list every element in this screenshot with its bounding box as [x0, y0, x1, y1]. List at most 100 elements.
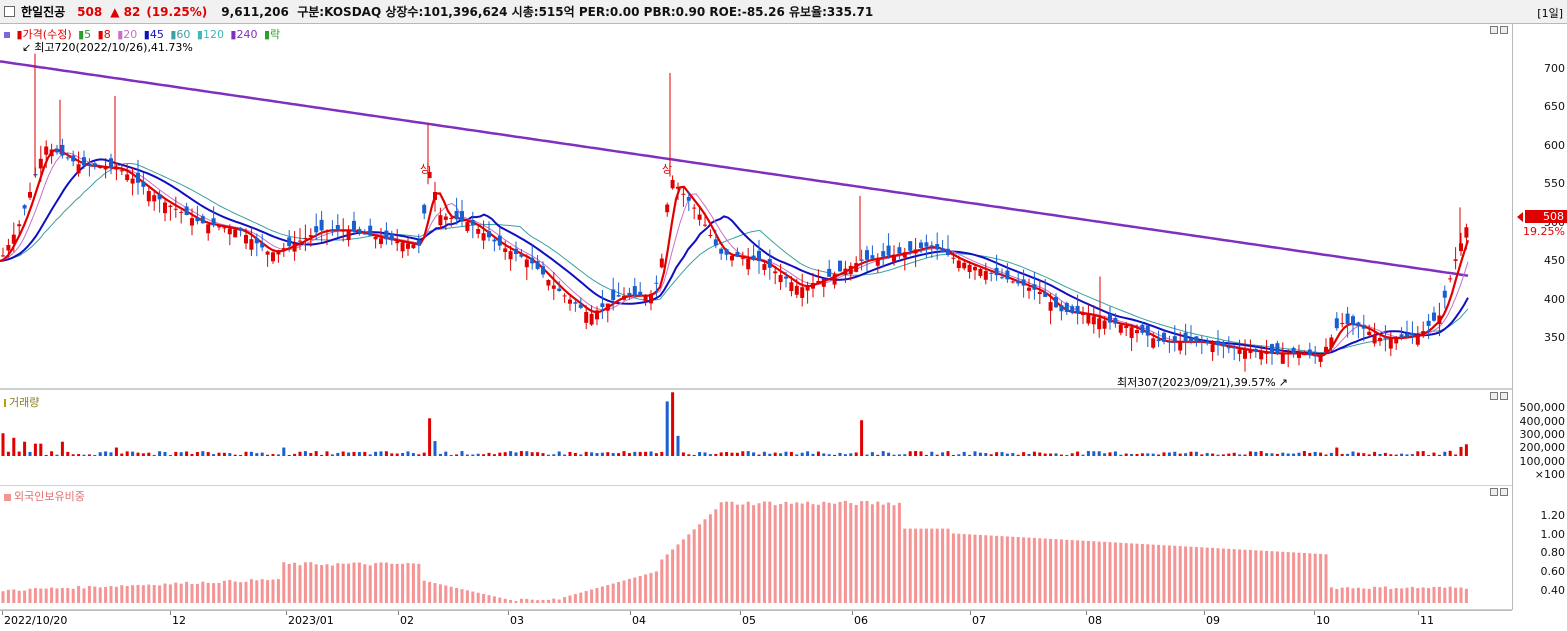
volume-bar — [811, 453, 815, 456]
foreign-bar — [1130, 543, 1134, 603]
foreign-ownership-panel[interactable]: 외국인보유비중 — [0, 486, 1512, 610]
minimize-icon[interactable] — [1490, 392, 1498, 400]
foreign-bar — [611, 583, 615, 603]
minimize-icon[interactable] — [1490, 488, 1498, 496]
legend-item[interactable]: ▮20 — [113, 28, 138, 41]
candle-body — [924, 242, 929, 247]
volume-bar — [438, 453, 442, 456]
legend-item[interactable]: ▮120 — [193, 28, 224, 41]
foreign-bar — [395, 563, 399, 603]
legend-item[interactable]: ▮8 — [94, 28, 111, 41]
foreign-bar — [600, 586, 604, 603]
volume-bar — [449, 454, 453, 456]
foreign-bar — [595, 588, 599, 603]
candle-body — [179, 211, 184, 213]
candle-body — [87, 163, 92, 166]
legend-item[interactable]: ▮60 — [166, 28, 191, 41]
volume-bar — [1103, 453, 1107, 456]
volume-bar — [509, 451, 513, 456]
candle-body — [978, 268, 983, 276]
volume-bar — [428, 418, 432, 456]
candle-body — [1259, 352, 1264, 360]
foreign-bar — [93, 586, 97, 603]
candle-body — [1145, 325, 1150, 336]
foreign-ownership-chart[interactable] — [0, 486, 1512, 610]
volume-bar — [600, 452, 604, 456]
date-tick-mark — [170, 611, 171, 615]
foreign-bar — [1200, 547, 1204, 603]
volume-bar — [195, 452, 199, 456]
foreign-bar — [590, 589, 594, 603]
foreign-bar — [924, 528, 928, 603]
candle-body — [983, 271, 988, 280]
candle-body — [271, 252, 275, 262]
volume-bar — [482, 454, 486, 456]
candle-body — [1356, 322, 1361, 327]
close-icon[interactable] — [1500, 392, 1508, 400]
foreign-bar — [698, 524, 702, 603]
candle-body — [190, 218, 194, 226]
volume-bar — [1000, 452, 1004, 456]
foreign-bar — [1038, 538, 1042, 603]
foreign-bar — [293, 562, 297, 603]
stock-name[interactable]: 한일진공 — [21, 5, 66, 19]
volume-bar — [368, 454, 372, 456]
volume-bar — [784, 451, 788, 456]
legend-item[interactable]: ▮240 — [226, 28, 258, 41]
candle-body — [778, 274, 783, 283]
close-icon[interactable] — [1500, 488, 1508, 496]
foreign-bar — [1270, 551, 1274, 603]
foreign-bar — [1410, 586, 1414, 603]
candle-body — [146, 191, 151, 202]
select-checkbox[interactable] — [4, 6, 15, 17]
candle-body — [379, 238, 383, 245]
candle-body — [1302, 354, 1307, 356]
period-selector[interactable]: [1일] — [1537, 7, 1563, 20]
volume-chart[interactable] — [0, 390, 1512, 487]
foreign-bar — [60, 588, 64, 603]
foreign-bar — [201, 581, 205, 603]
volume-panel[interactable]: 거래량 — [0, 389, 1512, 486]
volume-bar — [55, 454, 59, 456]
foreign-bar — [406, 562, 410, 603]
legend-item[interactable]: ▮락 — [260, 28, 281, 41]
volume-bar — [109, 452, 113, 456]
candle-body — [17, 224, 22, 227]
foreign-bar — [892, 505, 896, 603]
foreign-bar — [503, 598, 507, 603]
axis-tick-label: ×100 — [1534, 468, 1565, 481]
close-icon[interactable] — [1500, 26, 1508, 34]
legend-item[interactable]: ▮가격(수정) — [16, 28, 72, 41]
volume-bar — [579, 454, 583, 456]
volume-bar — [1194, 451, 1198, 456]
candle-body — [1016, 280, 1021, 284]
candle-body — [719, 248, 724, 254]
volume-bar — [789, 451, 793, 456]
candle-body — [859, 259, 864, 261]
candle-body — [389, 233, 394, 241]
legend-item[interactable]: ▮45 — [140, 28, 164, 41]
minimize-icon[interactable] — [1490, 26, 1498, 34]
volume-bar — [1383, 452, 1387, 456]
candle-body — [1156, 339, 1161, 342]
volume-bar — [309, 453, 313, 456]
legend-item[interactable]: ▮5 — [74, 28, 92, 41]
foreign-bar — [930, 528, 934, 603]
foreign-bar — [33, 588, 37, 603]
volume-bar — [995, 452, 999, 456]
foreign-bar — [228, 579, 232, 603]
foreign-bar — [1049, 538, 1053, 603]
volume-bar — [1259, 451, 1263, 456]
foreign-bar — [768, 501, 772, 603]
candle-body — [22, 205, 27, 209]
foreign-bar — [806, 501, 810, 603]
volume-bar — [255, 453, 259, 456]
candle-body — [38, 158, 43, 169]
price-axis: 700650600550500450400350 508 19.25% — [1512, 24, 1567, 389]
volume-bar — [687, 454, 691, 456]
volume-bar — [141, 453, 145, 456]
candle-body — [281, 248, 286, 250]
foreign-bar — [1340, 587, 1344, 603]
